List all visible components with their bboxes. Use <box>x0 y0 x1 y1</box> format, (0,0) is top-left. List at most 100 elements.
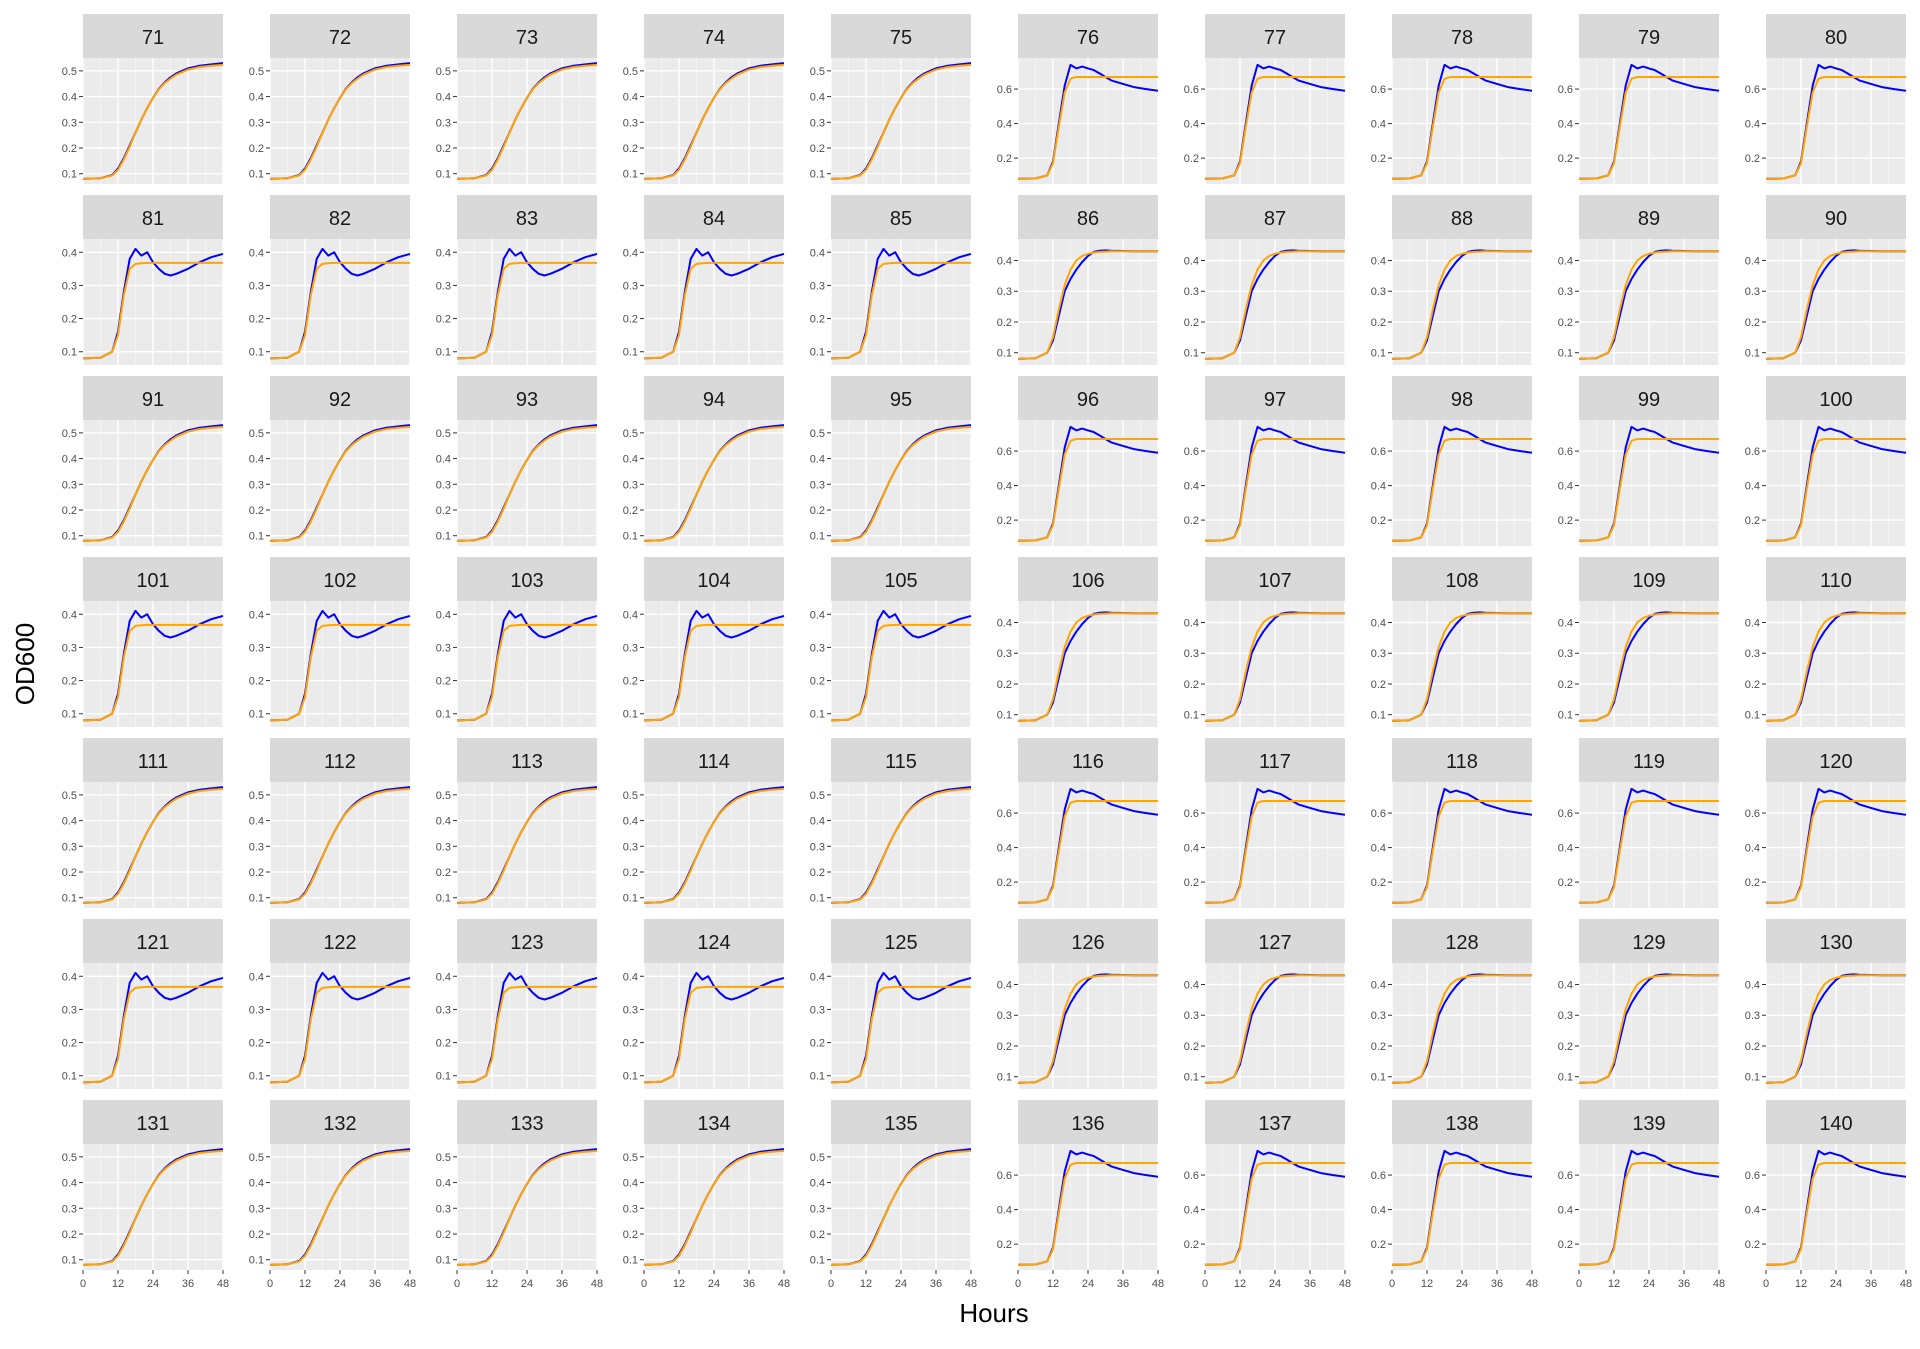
facet-strip-label: 110 <box>1820 570 1852 592</box>
fitted-line <box>1391 1162 1532 1266</box>
fitted-line <box>82 1149 224 1266</box>
facet-panel: 90 0.1 0.2 0.3 0.4 <box>1745 195 1907 365</box>
x-tick-label: 36 <box>1491 1278 1503 1290</box>
y-tick-label: 0.4 <box>436 247 451 259</box>
y-tick-label: 0.4 <box>1558 119 1573 131</box>
facet-strip <box>1579 738 1719 782</box>
facet-panel: 120 0.2 0.4 0.6 <box>1745 738 1907 908</box>
facet-strip-label: 116 <box>1072 751 1104 773</box>
fitted-line <box>456 261 597 360</box>
y-tick-label: 0.4 <box>436 971 451 983</box>
facet-strip <box>1766 376 1906 420</box>
facet-panel: 77 0.2 0.4 0.6 <box>1184 14 1346 184</box>
x-tick-label: 0 <box>80 1278 86 1290</box>
facet-strip-label: 91 <box>142 389 164 411</box>
facet-panel: 76 0.2 0.4 0.6 <box>997 14 1159 184</box>
fitted-line <box>1391 612 1532 722</box>
y-tick-label: 0.3 <box>810 479 825 491</box>
y-tick-label: 0.1 <box>1558 348 1573 360</box>
facet-panel: 128 0.1 0.2 0.3 0.4 <box>1371 919 1533 1089</box>
y-tick-label: 0.3 <box>249 479 264 491</box>
y-tick-label: 0.1 <box>1558 1072 1573 1084</box>
y-tick-label: 0.1 <box>436 169 451 181</box>
facet-strip <box>270 557 410 601</box>
y-tick-label: 0.5 <box>810 66 825 78</box>
facet-strip-label: 102 <box>323 570 356 592</box>
y-tick-label: 0.1 <box>436 1071 451 1083</box>
facet-strip-label: 113 <box>511 751 543 773</box>
y-tick-label: 0.4 <box>62 609 77 621</box>
y-tick-label: 0.1 <box>436 709 451 721</box>
fitted-line <box>1765 974 1906 1084</box>
y-tick-label: 0.2 <box>1371 515 1386 527</box>
x-tick-label: 24 <box>521 1278 533 1290</box>
y-tick-label: 0.1 <box>623 709 638 721</box>
y-tick-label: 0.4 <box>1745 1205 1760 1217</box>
facet-strip-label: 139 <box>1632 1113 1665 1135</box>
facet-strip <box>457 1100 597 1144</box>
fitted-line <box>269 787 411 904</box>
facet-strip <box>83 919 223 963</box>
facet-strip-label: 83 <box>516 208 538 230</box>
y-tick-label: 0.5 <box>249 1152 264 1164</box>
x-tick-label: 12 <box>860 1278 872 1290</box>
facet-panel: 80 0.2 0.4 0.6 <box>1745 14 1907 184</box>
facet-strip-label: 100 <box>1819 389 1852 411</box>
x-tick-label: 36 <box>182 1278 194 1290</box>
fitted-line <box>830 261 971 360</box>
facet-strip-label: 137 <box>1258 1113 1291 1135</box>
x-tick-label: 48 <box>591 1278 603 1290</box>
facet-strip <box>457 919 597 963</box>
fitted-line <box>1204 250 1345 360</box>
y-tick-label: 0.2 <box>1745 1239 1760 1251</box>
y-tick-label: 0.5 <box>249 66 264 78</box>
fitted-line <box>643 1149 785 1266</box>
facet-strip <box>1205 1100 1345 1144</box>
y-tick-label: 0.2 <box>997 153 1012 165</box>
y-tick-label: 0.4 <box>1371 1205 1386 1217</box>
y-tick-label: 0.3 <box>1371 1010 1386 1022</box>
y-tick-label: 0.1 <box>1371 1072 1386 1084</box>
facet-strip-label: 134 <box>697 1113 730 1135</box>
y-tick-label: 0.2 <box>810 867 825 879</box>
y-tick-label: 0.4 <box>810 92 825 104</box>
y-tick-label: 0.4 <box>436 1178 451 1190</box>
y-tick-label: 0.4 <box>810 1178 825 1190</box>
y-tick-label: 0.4 <box>1558 1205 1573 1217</box>
y-tick-label: 0.4 <box>62 816 77 828</box>
y-tick-label: 0.4 <box>62 247 77 259</box>
y-tick-label: 0.6 <box>1371 84 1386 96</box>
y-tick-label: 0.3 <box>810 841 825 853</box>
y-tick-label: 0.3 <box>1745 1010 1760 1022</box>
fitted-line <box>1765 250 1906 360</box>
facet-strip-label: 115 <box>885 751 917 773</box>
fitted-line <box>1204 800 1345 904</box>
y-tick-label: 0.2 <box>1745 877 1760 889</box>
facet-panel: 111 0.1 0.2 0.3 0.4 0.5 <box>62 738 224 908</box>
y-tick-label: 0.2 <box>1745 679 1760 691</box>
fitted-line <box>82 63 224 180</box>
y-tick-label: 0.1 <box>810 347 825 359</box>
y-tick-label: 0.4 <box>1371 618 1386 630</box>
facet-panel: 93 0.1 0.2 0.3 0.4 0.5 <box>436 376 598 546</box>
y-tick-label: 0.1 <box>623 169 638 181</box>
y-tick-label: 0.4 <box>436 454 451 466</box>
y-tick-label: 0.4 <box>810 816 825 828</box>
y-tick-label: 0.4 <box>1558 843 1573 855</box>
x-tick-label: 36 <box>369 1278 381 1290</box>
facet-strip <box>1018 376 1158 420</box>
facet-panel: 82 0.1 0.2 0.3 0.4 <box>249 195 411 365</box>
facet-strip <box>1766 1100 1906 1144</box>
facet-panel: 138 0.2 0.4 0.6 0 12 24 36 48 <box>1371 1100 1538 1290</box>
facet-strip <box>1205 738 1345 782</box>
x-tick-label: 12 <box>1795 1278 1807 1290</box>
y-tick-label: 0.4 <box>997 481 1012 493</box>
y-tick-label: 0.3 <box>436 1004 451 1016</box>
y-tick-label: 0.2 <box>1184 153 1199 165</box>
facet-strip <box>83 557 223 601</box>
y-tick-label: 0.3 <box>249 1203 264 1215</box>
facet-strip <box>831 557 971 601</box>
y-tick-label: 0.4 <box>623 816 638 828</box>
panels-layer: 710.10.20.30.40.5720.10.20.30.40.5730.10… <box>62 14 1912 1290</box>
y-tick-label: 0.2 <box>436 676 451 688</box>
